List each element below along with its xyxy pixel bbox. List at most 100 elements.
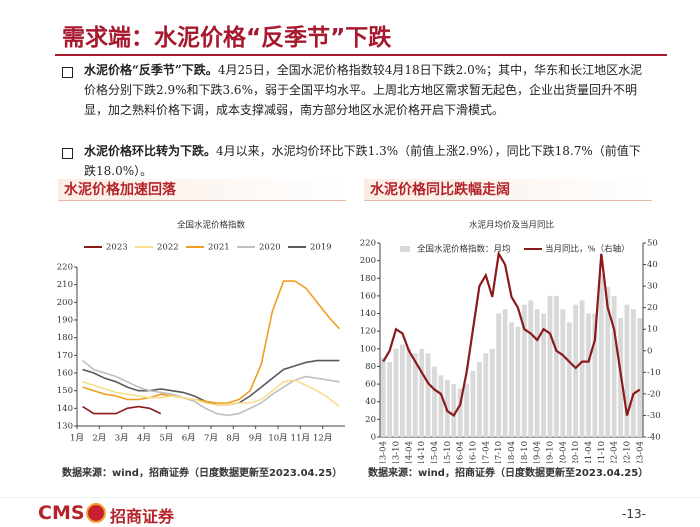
bullet-lead: 水泥价格“反季节”下跌。 [84,63,218,77]
bullet: 水泥价格环比转为下跌。4月以来，水泥均价环比下跌1.3%（前值上涨2.9%），同… [84,141,652,181]
x-tick-label: 14-10 [417,441,427,463]
x-tick-label: 23-04 [635,441,645,463]
y2-tick-label: 10 [647,325,658,335]
x-tick-label: 17-04 [481,441,491,463]
bar [630,309,636,437]
y-tick-label: 160 [57,369,73,379]
bar [637,317,643,437]
y-tick-label: 120 [360,327,376,337]
bar [560,309,566,437]
title-rule [55,54,667,56]
bar [496,313,502,437]
legend-label: 2020 [259,243,281,253]
bar [476,362,482,437]
bar [528,300,534,437]
legend-label: 2019 [310,243,332,253]
y-tick-label: 60 [365,380,376,390]
page-title: 需求端：水泥价格“反季节”下跌 [62,25,392,51]
bar [451,384,457,437]
y2-tick-label: -40 [647,433,661,443]
x-tick-label: 15-04 [430,441,440,463]
bullet: 水泥价格“反季节”下跌。4月25日，全国水泥价格指数较4月18日下跌2.0%；其… [84,60,652,120]
x-tick-label: 9月 [249,434,263,444]
line [82,359,340,417]
x-tick-label: 21-10 [597,441,607,463]
y-tick-label: 210 [57,280,73,290]
legend-swatch [400,246,410,252]
x-tick-label: 22-10 [622,441,632,463]
y2-tick-label: -30 [647,411,661,421]
bar [464,384,470,437]
y-tick-label: 0 [371,433,376,443]
y-tick-label: 180 [57,333,73,343]
page-number: -13- [622,507,646,521]
bar [400,344,405,437]
bar [605,287,611,437]
bar [419,348,425,437]
bullet-icon [62,148,73,159]
legend-label: 2023 [106,243,128,253]
bar [509,322,514,437]
y-tick-label: 20 [365,415,376,425]
bar [534,309,540,437]
y-tick-label: 40 [365,397,376,407]
y-tick-label: 190 [57,316,73,326]
y2-tick-label: 20 [647,303,658,313]
y2-tick-label: 40 [647,260,658,270]
chart: 水泥月均价及当月同比020406080100120140160180200220… [360,220,661,464]
source-note: 数据来源：wind，招商证券（日度数据更新至2023.04.25） [62,468,343,479]
bar [541,313,547,437]
bar [566,322,572,437]
y-tick-label: 140 [360,309,376,319]
chart: 全国水泥价格指数 130 140 150 160 170 180 190 200 210 220 1月… [57,220,345,444]
bar [483,353,489,437]
legend-label: 当月同比，%（右轴） [545,244,630,255]
x-tick-label: 20-04 [558,441,568,463]
x-tick-label: 13-04 [379,441,389,463]
x-tick-label: 18-04 [507,441,517,463]
x-tick-label: 12月 [313,434,332,444]
y-tick-label: 220 [360,239,376,249]
y2-tick-label: 50 [647,239,658,249]
x-tick-label: 20-10 [571,441,581,463]
x-tick-label: 14-04 [404,441,414,463]
y-tick-label: 160 [360,291,376,301]
bar [547,295,553,437]
bar [592,313,598,437]
footer-rule [0,497,700,498]
line [82,280,340,404]
y2-tick-label: 30 [647,282,658,292]
x-tick-label: 3月 [115,434,129,444]
chart-title: 全国水泥价格指数 [177,220,246,231]
source-note: 数据来源：wind，招商证券（日度数据更新至2023.04.25） [368,468,649,479]
x-tick-label: 4月 [137,434,151,444]
line [82,405,162,415]
brand-name: 招商证券 [110,507,175,526]
bullet-icon [62,67,73,78]
y2-tick-label: -20 [647,389,661,399]
bar [425,353,431,437]
bar [624,304,630,437]
x-tick-label: 8月 [226,434,240,444]
line [82,359,340,406]
y-tick-label: 220 [57,263,73,273]
y-tick-label: 130 [57,422,73,432]
bar [438,375,444,437]
brand-icon [86,503,106,523]
y-tick-label: 200 [360,256,376,266]
brand-logo: CMS [38,502,85,524]
panel-title: 水泥价格同比跌幅走阔 [364,179,652,201]
x-tick-label: 16-04 [456,441,466,463]
legend-label: 2022 [157,243,179,253]
y2-tick-label: -10 [647,368,661,378]
x-tick-label: 13-10 [392,441,402,463]
bar [380,357,386,437]
x-tick-label: 6月 [182,434,196,444]
bullet-lead: 水泥价格环比转为下跌。 [84,144,217,158]
x-tick-label: 22-04 [610,441,620,463]
y-tick-label: 100 [360,344,376,354]
x-tick-label: 21-04 [584,441,594,463]
bar [598,273,604,437]
x-tick-label: 18-10 [520,441,530,463]
x-tick-label: 10月 [268,434,287,444]
